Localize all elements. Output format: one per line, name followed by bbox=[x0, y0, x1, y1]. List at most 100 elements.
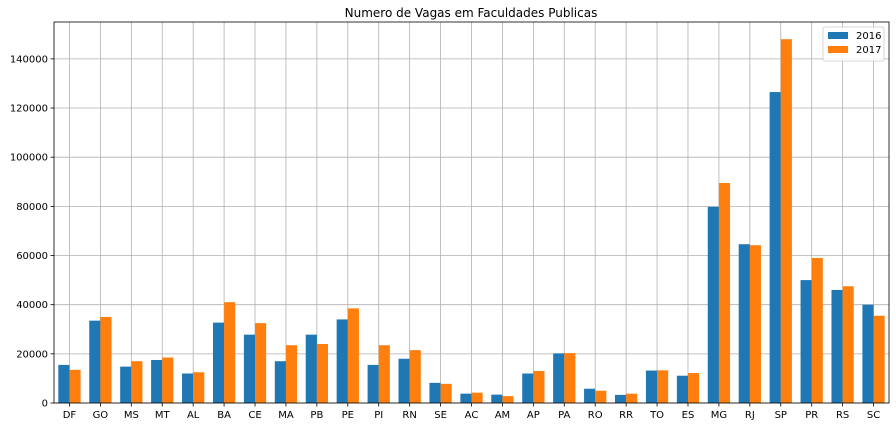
bar-2016-ES bbox=[676, 375, 688, 403]
legend-label-2016: 2016 bbox=[856, 31, 881, 42]
legend-swatch-2017 bbox=[828, 46, 848, 53]
bar-2016-AL bbox=[182, 373, 194, 403]
x-tick-label: RN bbox=[402, 410, 416, 421]
y-tick-label: 140000 bbox=[10, 54, 48, 65]
bar-2017-PB bbox=[316, 344, 329, 403]
x-tick-label: BA bbox=[217, 410, 231, 421]
bar-2016-MS bbox=[120, 366, 132, 403]
x-tick-label: SC bbox=[867, 410, 880, 421]
bar-2016-RR bbox=[614, 394, 627, 403]
bar-2017-BA bbox=[224, 302, 236, 403]
bar-2017-RR bbox=[626, 393, 638, 403]
bar-2017-PI bbox=[378, 345, 390, 403]
x-tick-label: RO bbox=[588, 410, 603, 421]
x-tick-label: DF bbox=[63, 410, 77, 421]
x-tick-label: PE bbox=[342, 410, 354, 421]
bar-2016-RS bbox=[831, 289, 843, 403]
bar-2017-GO bbox=[100, 316, 112, 403]
bar-2017-PA bbox=[564, 353, 576, 403]
bar-2017-MA bbox=[285, 345, 298, 403]
bar-2016-RN bbox=[398, 358, 410, 403]
bars-group bbox=[58, 39, 885, 403]
chart-title: Numero de Vagas em Faculdades Publicas bbox=[345, 6, 598, 20]
bar-2016-BA bbox=[212, 322, 225, 403]
x-tick-label: RR bbox=[619, 410, 633, 421]
y-tick-label: 60000 bbox=[16, 251, 48, 262]
bar-2016-AC bbox=[460, 393, 472, 403]
bar-2017-TO bbox=[657, 370, 669, 403]
y-tick-label: 20000 bbox=[16, 349, 48, 360]
bar-2016-TO bbox=[645, 370, 658, 403]
bar-2017-CE bbox=[255, 323, 267, 403]
bar-2017-AP bbox=[533, 371, 545, 403]
bar-2016-GO bbox=[89, 320, 101, 403]
bar-2017-RO bbox=[595, 390, 607, 403]
x-tick-label: MG bbox=[711, 410, 727, 421]
bar-2016-PE bbox=[336, 319, 348, 403]
x-tick-label: CE bbox=[248, 410, 261, 421]
bar-2017-RN bbox=[409, 350, 421, 403]
bar-2016-PI bbox=[367, 364, 379, 403]
bar-2016-SP bbox=[769, 92, 781, 403]
x-tick-label: RJ bbox=[745, 410, 755, 421]
x-tick-label: GO bbox=[93, 410, 109, 421]
y-tick-label: 80000 bbox=[16, 202, 48, 213]
bar-2016-AP bbox=[522, 373, 534, 403]
bar-2016-CE bbox=[243, 334, 256, 403]
x-tick-label: ES bbox=[682, 410, 695, 421]
x-tick-label: PB bbox=[310, 410, 323, 421]
bar-2016-RO bbox=[584, 388, 596, 403]
x-tick-label: RS bbox=[836, 410, 849, 421]
x-tick-label: MA bbox=[278, 410, 294, 421]
x-tick-label: TO bbox=[649, 410, 664, 421]
x-tick-label: AM bbox=[495, 410, 510, 421]
bar-2016-DF bbox=[58, 364, 70, 403]
axes bbox=[50, 21, 890, 407]
bar-2016-PR bbox=[800, 280, 812, 403]
bar-2017-AM bbox=[502, 396, 514, 403]
legend-swatch-2016 bbox=[828, 32, 848, 39]
tick-labels: 0 20000 40000 60000 80000 100000 120000 140000 D… bbox=[10, 54, 880, 421]
legend-label-2017: 2017 bbox=[856, 45, 881, 56]
x-tick-label: SP bbox=[775, 410, 787, 421]
legend: 2016 2017 bbox=[822, 26, 885, 62]
bar-2016-PB bbox=[305, 334, 317, 403]
x-tick-label: AP bbox=[527, 410, 540, 421]
bar-2016-MT bbox=[151, 359, 163, 403]
bar-2017-SP bbox=[780, 39, 792, 403]
bar-2017-MS bbox=[131, 361, 143, 403]
bar-2017-MG bbox=[718, 183, 731, 403]
bar-2016-MA bbox=[274, 361, 286, 403]
bar-2017-ES bbox=[687, 373, 700, 403]
bar-2016-SC bbox=[862, 304, 874, 403]
bar-2017-AL bbox=[193, 372, 205, 403]
bar-2017-MT bbox=[162, 357, 174, 403]
x-tick-label: PA bbox=[558, 410, 570, 421]
bar-2017-RS bbox=[842, 286, 854, 403]
bar-2016-AM bbox=[491, 394, 503, 403]
bar-2017-SE bbox=[440, 383, 452, 403]
bar-2016-SE bbox=[429, 382, 441, 403]
bar-2017-DF bbox=[69, 369, 81, 403]
x-tick-label: AC bbox=[465, 410, 479, 421]
x-tick-label: AL bbox=[187, 410, 200, 421]
bar-2017-PE bbox=[347, 308, 359, 403]
x-tick-label: MS bbox=[124, 410, 139, 421]
x-tick-label: PI bbox=[374, 410, 383, 421]
bar-2017-PR bbox=[811, 257, 823, 403]
y-tick-label: 120000 bbox=[10, 104, 48, 115]
x-tick-label: SE bbox=[434, 410, 447, 421]
bar-2016-MG bbox=[707, 206, 719, 403]
y-tick-label: 100000 bbox=[10, 153, 48, 164]
bar-2017-AC bbox=[471, 392, 483, 403]
bar-2016-PA bbox=[553, 353, 565, 403]
bar-2017-SC bbox=[873, 315, 885, 403]
bar-2016-RJ bbox=[738, 244, 750, 403]
grid-lines bbox=[54, 22, 889, 404]
x-tick-label: PR bbox=[805, 410, 818, 421]
x-tick-label: MT bbox=[155, 410, 171, 421]
y-tick-label: 0 bbox=[42, 399, 48, 410]
bar-2017-RJ bbox=[749, 245, 761, 403]
plot-frame bbox=[53, 21, 890, 404]
